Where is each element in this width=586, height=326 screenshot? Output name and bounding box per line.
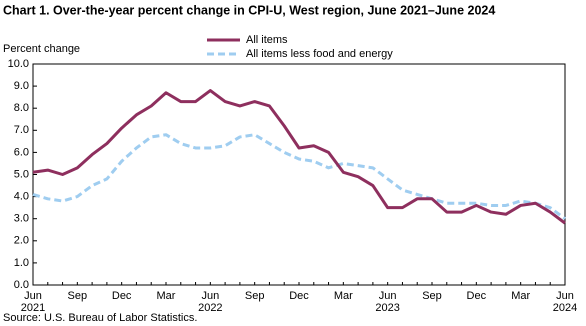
y-tick-label: 6.0 [14, 146, 29, 158]
x-tick-label: Dec [289, 290, 309, 302]
x-tick-label: Sep [245, 290, 265, 302]
x-tick-label: Jun [201, 290, 219, 302]
x-year-label: 2023 [375, 302, 399, 314]
x-tick-label: Sep [422, 290, 442, 302]
legend-label: All items [246, 34, 288, 46]
y-tick-label: 2.0 [14, 235, 29, 247]
x-tick-label: Mar [511, 290, 530, 302]
y-tick-label: 10.0 [8, 58, 29, 70]
x-year-label: 2021 [21, 302, 45, 314]
x-tick-label: Dec [112, 290, 132, 302]
y-tick-label: 1.0 [14, 257, 29, 269]
x-tick-label: Dec [467, 290, 487, 302]
y-tick-label: 5.0 [14, 168, 29, 180]
x-tick-label: Jun [379, 290, 397, 302]
legend-label: All items less food and energy [246, 48, 393, 60]
x-tick-label: Sep [68, 290, 88, 302]
source-note: Source: U.S. Bureau of Labor Statistics. [3, 312, 197, 324]
x-tick-label: Jun [24, 290, 42, 302]
y-tick-label: 7.0 [14, 124, 29, 136]
x-tick-label: Mar [157, 290, 176, 302]
y-tick-label: 0.0 [14, 279, 29, 291]
x-tick-label: Jun [556, 290, 574, 302]
y-tick-label: 9.0 [14, 80, 29, 92]
x-year-label: 2022 [198, 302, 222, 314]
y-tick-label: 8.0 [14, 102, 29, 114]
plot-frame [32, 63, 566, 286]
y-axis-label: Percent change [3, 43, 80, 55]
x-tick-label: Mar [334, 290, 353, 302]
series-line [32, 133, 566, 220]
x-year-label: 2024 [553, 302, 577, 314]
y-tick-label: 3.0 [14, 213, 29, 225]
chart-title: Chart 1. Over-the-year percent change in… [3, 3, 495, 17]
y-tick-label: 4.0 [14, 191, 29, 203]
series-line [32, 89, 566, 225]
